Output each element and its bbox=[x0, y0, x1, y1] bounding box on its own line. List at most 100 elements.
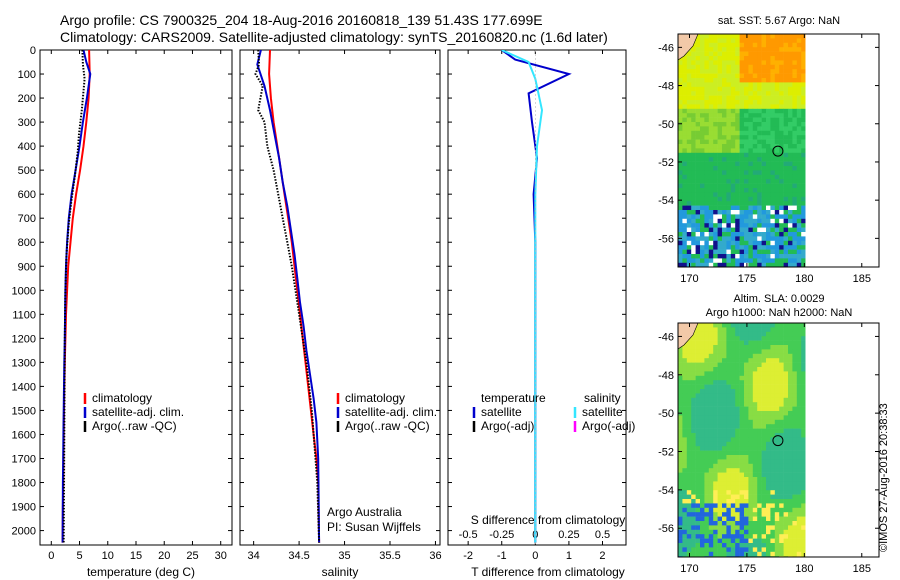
map-cell bbox=[744, 91, 749, 96]
map-cell bbox=[726, 192, 732, 198]
map-cell bbox=[744, 481, 749, 487]
map-cell bbox=[708, 254, 714, 259]
map-cell bbox=[792, 249, 798, 255]
map-cell bbox=[796, 258, 802, 264]
map-cell bbox=[748, 419, 754, 425]
map-cell bbox=[713, 86, 718, 92]
map-cell bbox=[744, 223, 749, 228]
map-cell bbox=[682, 170, 688, 176]
map-cell bbox=[779, 210, 784, 215]
map-cell bbox=[761, 340, 767, 346]
map-cell bbox=[744, 503, 749, 509]
x-tick-label: -1 bbox=[497, 550, 507, 562]
map-cell bbox=[779, 73, 784, 79]
map-cell bbox=[774, 78, 780, 83]
map-cell bbox=[691, 463, 696, 469]
map-cell bbox=[744, 411, 749, 416]
map-cell bbox=[779, 227, 784, 233]
map-cell bbox=[752, 51, 758, 57]
map-cell bbox=[722, 232, 727, 237]
map-cell bbox=[726, 34, 732, 39]
map-cell bbox=[695, 227, 701, 233]
map-cell bbox=[726, 210, 732, 215]
map-cell bbox=[783, 534, 789, 539]
map-cell bbox=[766, 472, 771, 478]
map-cell bbox=[748, 188, 754, 193]
map-cell bbox=[788, 459, 793, 465]
map-cell bbox=[739, 179, 745, 184]
temperature-x-label: temperature (deg C) bbox=[87, 565, 195, 579]
map-cell bbox=[704, 122, 710, 127]
map-cell bbox=[770, 481, 776, 487]
map-cell bbox=[792, 51, 798, 57]
map-cell bbox=[801, 336, 806, 341]
map-cell bbox=[783, 254, 789, 259]
map-cell bbox=[761, 157, 767, 162]
map-cell bbox=[713, 525, 718, 531]
map-cell bbox=[801, 117, 806, 123]
map-cell bbox=[761, 353, 767, 359]
map-cell bbox=[761, 345, 767, 350]
map-cell bbox=[735, 538, 740, 544]
map-cell bbox=[735, 254, 740, 259]
map-cell bbox=[678, 424, 683, 429]
map-cell bbox=[739, 433, 745, 438]
map-cell bbox=[704, 389, 710, 394]
map-cell bbox=[722, 69, 727, 74]
map-cell bbox=[744, 446, 749, 451]
map-cell bbox=[757, 446, 762, 451]
map-cell bbox=[774, 249, 780, 255]
map-cell bbox=[766, 477, 771, 482]
map-cell bbox=[757, 42, 762, 48]
map-cell bbox=[752, 468, 758, 473]
map-cell bbox=[801, 375, 806, 381]
map-cell bbox=[722, 485, 727, 491]
map-cell bbox=[726, 174, 732, 180]
map-cell bbox=[757, 499, 762, 504]
map-cell bbox=[735, 86, 740, 92]
map-cell bbox=[748, 331, 754, 337]
map-cell bbox=[691, 166, 696, 171]
map-cell bbox=[722, 188, 727, 193]
map-cell bbox=[744, 192, 749, 198]
map-cell bbox=[774, 179, 780, 184]
map-cell bbox=[792, 34, 798, 39]
map-cell bbox=[766, 139, 771, 145]
map-cell bbox=[757, 130, 762, 136]
map-cell bbox=[788, 157, 793, 162]
map-cell bbox=[722, 130, 727, 136]
map-cell bbox=[700, 51, 705, 57]
map-cell bbox=[748, 130, 754, 136]
map-cell bbox=[704, 214, 710, 220]
map-cell bbox=[801, 135, 806, 140]
map-cell bbox=[788, 551, 793, 557]
map-cell bbox=[704, 551, 710, 557]
map-cell bbox=[722, 38, 727, 44]
map-cell bbox=[770, 157, 776, 162]
map-cell bbox=[801, 450, 806, 456]
map-cell bbox=[708, 327, 714, 333]
legend-group-temperature: temperature bbox=[481, 391, 546, 405]
map-x-tick-label: 185 bbox=[853, 273, 871, 285]
map-cell bbox=[735, 477, 740, 482]
map-cell bbox=[691, 157, 696, 162]
map-cell bbox=[708, 446, 714, 451]
map-cell bbox=[752, 538, 758, 544]
map-cell bbox=[730, 166, 736, 171]
map-cell bbox=[766, 166, 771, 171]
map-cell bbox=[730, 236, 736, 242]
map-cell bbox=[713, 188, 718, 193]
map-cell bbox=[783, 384, 789, 390]
map-cell bbox=[735, 455, 740, 460]
map-cell bbox=[735, 56, 740, 61]
map-cell bbox=[682, 73, 688, 79]
map-cell bbox=[713, 56, 718, 61]
map-cell bbox=[686, 441, 692, 447]
map-cell bbox=[713, 64, 718, 70]
map-cell bbox=[761, 126, 767, 132]
map-no-data bbox=[805, 323, 879, 557]
map-cell bbox=[792, 192, 798, 198]
map-cell bbox=[695, 249, 701, 255]
map-cell bbox=[801, 362, 806, 368]
map-cell bbox=[682, 122, 688, 127]
